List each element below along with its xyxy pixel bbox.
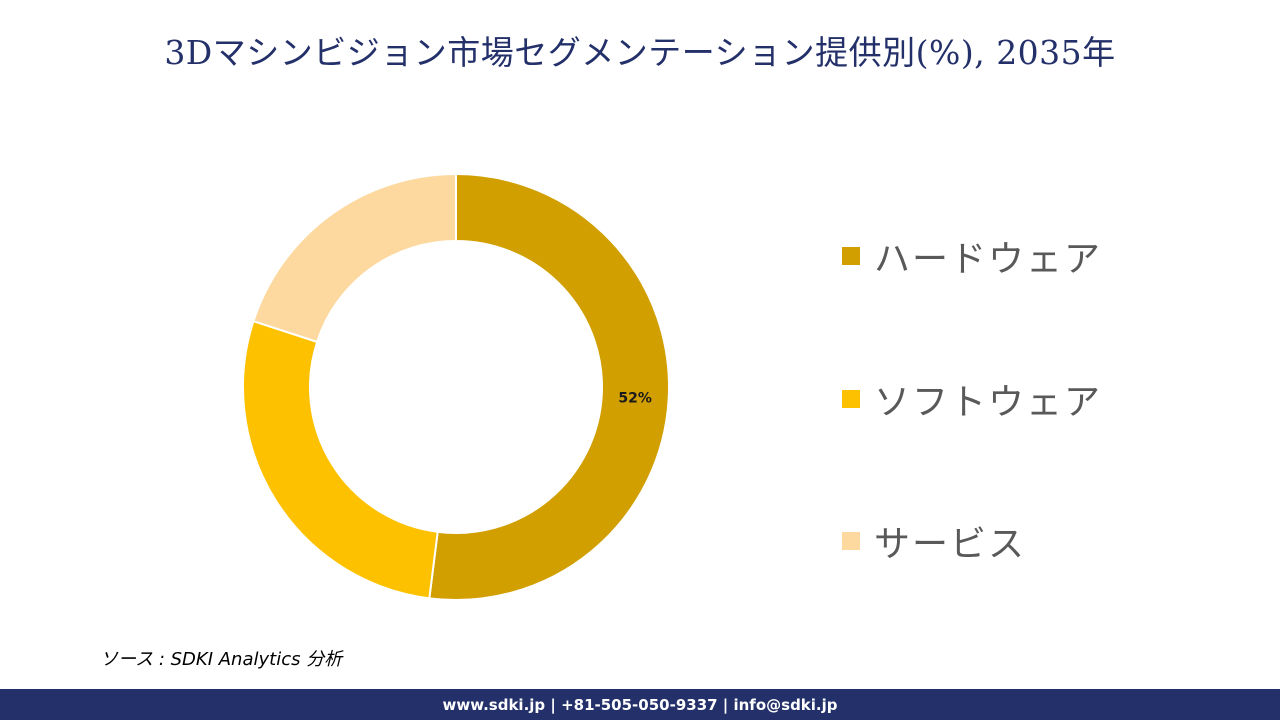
legend-item-software: ソフトウェア (842, 373, 1102, 425)
legend: ハードウェア ソフトウェア サービス (842, 0, 1262, 720)
legend-item-hardware: ハードウェア (842, 230, 1102, 282)
legend-item-services: サービス (842, 515, 1026, 567)
legend-swatch-software (842, 390, 860, 408)
legend-swatch-hardware (842, 247, 860, 265)
legend-label-software: ソフトウェア (874, 382, 1103, 423)
legend-label-services: サービス (874, 524, 1027, 565)
donut-slice-hardware (428, 172, 670, 601)
legend-swatch-services (842, 532, 860, 550)
footer-bar: www.sdki.jp | +81-505-050-9337 | info@sd… (0, 689, 1280, 720)
data-label-hardware: 52% (618, 390, 652, 406)
donut-slice-software (242, 319, 439, 600)
source-note: ソース : SDKI Analytics 分析 (100, 649, 343, 670)
donut-slice-services (252, 172, 457, 344)
legend-label-hardware: ハードウェア (874, 239, 1103, 280)
chart-title: 3Dマシンビジョン市場セグメンテーション提供別(%), 2035年 (164, 33, 1116, 72)
